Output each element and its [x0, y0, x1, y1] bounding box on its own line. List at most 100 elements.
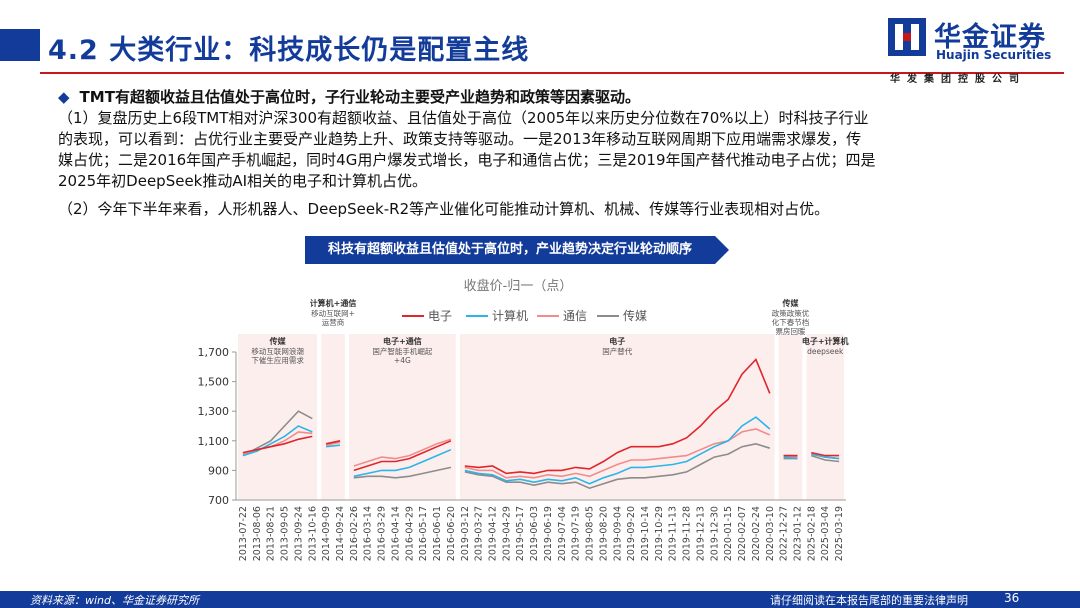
period-desc-2-1: +4G — [394, 356, 411, 365]
summary-paragraph-1-line-3: 媒占优；二是2016年国产手机崛起，同时4G用户爆发式增长，电子和通信占优；三是… — [58, 151, 876, 169]
x-tick-label: 2019-03-27 — [474, 506, 485, 561]
logo-english-name: Huajin Securities — [936, 48, 1052, 62]
x-tick-label: 2019-05-17 — [515, 506, 526, 561]
period-desc-4-1: 化下春节档 — [772, 317, 810, 327]
y-tick-label: 700 — [208, 494, 229, 507]
period-shade-3 — [459, 334, 775, 500]
x-tick-label: 2019-09-04 — [612, 506, 623, 561]
period-desc-1-0: 移动互联网+ — [311, 308, 355, 318]
x-tick-label: 2022-12-27 — [779, 506, 790, 561]
x-tick-label: 2019-11-28 — [682, 506, 693, 561]
period-title-3: 电子 — [609, 336, 625, 346]
period-shade-2 — [348, 334, 456, 500]
x-tick-label: 2019-07-19 — [571, 506, 582, 561]
x-tick-label: 2016-04-14 — [390, 506, 401, 561]
x-tick-label: 2020-03-10 — [765, 506, 776, 561]
series-line-2 — [242, 428, 840, 479]
chart-title: 收盘价-归一（点） — [464, 278, 573, 294]
period-desc-0-0: 移动互联网浪潮 — [251, 346, 304, 356]
x-tick-label: 2016-05-17 — [418, 506, 429, 561]
company-logo: 华金证券 Huajin Securities 华发集团控股公司 — [888, 18, 1066, 85]
x-tick-label: 2019-08-05 — [585, 506, 596, 561]
x-tick-label: 2019-10-14 — [640, 506, 651, 561]
period-desc-0-1: 下催生应用需求 — [251, 355, 304, 365]
x-tick-label: 2019-08-20 — [598, 506, 609, 561]
period-shade-4 — [778, 334, 803, 500]
x-tick-label: 2019-07-04 — [557, 506, 568, 561]
x-tick-label: 2019-11-13 — [668, 506, 679, 561]
period-title-4: 传媒 — [782, 298, 800, 308]
x-tick-label: 2016-02-26 — [349, 506, 360, 561]
period-shade-0 — [238, 334, 318, 500]
period-title-5: 电子+计算机 — [802, 336, 849, 346]
period-shade-5 — [806, 334, 844, 500]
period-desc-5-0: deepseek — [807, 347, 844, 356]
x-tick-label: 2020-02-07 — [737, 506, 748, 561]
chart-banner: 科技有超额收益且估值处于高位时，产业趋势决定行业轮动顺序 — [305, 236, 731, 264]
period-desc-3-0: 国产替代 — [602, 346, 632, 356]
period-title-0: 传媒 — [269, 336, 287, 346]
period-desc-1-1: 运营商 — [322, 317, 345, 327]
logo-chinese-name: 华金证券 — [934, 22, 1046, 53]
legend-label-2: 通信 — [563, 309, 587, 323]
x-tick-label: 2016-06-01 — [432, 506, 443, 561]
y-tick-label: 1,100 — [198, 435, 230, 448]
page-title: 4.2 大类行业：科技成长仍是配置主线 — [48, 35, 530, 66]
x-tick-label: 2019-04-12 — [487, 506, 498, 561]
summary-paragraph-2: （2）今年下半年来看，人形机器人、DeepSeek-R2等产业催化可能推动计算机… — [58, 200, 830, 218]
x-tick-label: 2019-12-13 — [695, 506, 706, 561]
summary-paragraph-1-line-4: 2025年初DeepSeek推动AI相关的电子和计算机占优。 — [58, 172, 428, 190]
x-tick-label: 2016-03-14 — [363, 506, 374, 561]
summary-paragraph-1-line-1: （1）复盘历史上6段TMT相对沪深300有超额收益、且估值处于高位（2005年以… — [58, 109, 869, 127]
banner-arrow-shape — [305, 236, 729, 264]
x-tick-label: 2019-12-30 — [709, 506, 720, 561]
x-tick-label: 2020-02-24 — [751, 506, 762, 561]
x-tick-label: 2013-09-05 — [280, 506, 291, 561]
x-tick-label: 2019-04-29 — [501, 506, 512, 561]
huajin-logo-icon — [888, 18, 926, 56]
chart-series — [242, 357, 840, 490]
x-tick-label: 2019-06-19 — [543, 506, 554, 561]
period-shade-1 — [321, 334, 345, 500]
period-desc-2-0: 国产智能手机崛起 — [372, 346, 432, 356]
x-tick-label: 2019-09-20 — [626, 506, 637, 561]
x-tick-label: 2014-09-09 — [321, 506, 332, 561]
x-tick-label: 2020-01-15 — [723, 506, 734, 561]
x-tick-label: 2025-03-19 — [834, 506, 845, 561]
period-title-2: 电子+通信 — [383, 336, 422, 346]
x-tick-label: 2013-07-22 — [238, 506, 249, 561]
chart-legend: 电子 计算机 通信 传媒 — [402, 308, 647, 323]
summary-bullet-text: TMT有超额收益且估值处于高位时，子行业轮动主要受产业趋势和政策等因素驱动。 — [79, 88, 640, 106]
x-tick-label: 2014-09-24 — [335, 506, 346, 561]
x-tick-label: 2025-02-18 — [806, 506, 817, 561]
title-divider — [40, 72, 1064, 74]
series-line-1 — [242, 416, 840, 485]
x-tick-label: 2023-01-12 — [792, 506, 803, 561]
x-tick-label: 2016-04-29 — [404, 506, 415, 561]
banner-text: 科技有超额收益且估值处于高位时，产业趋势决定行业轮动顺序 — [327, 242, 692, 257]
footer-disclaimer: 请仔细阅读在本报告尾部的重要法律声明 — [770, 594, 968, 607]
x-tick-label: 2016-03-29 — [377, 506, 388, 561]
legend-label-0: 电子 — [428, 309, 452, 323]
summary-paragraph-1-line-2: 的表现，可以看到：占优行业主要受产业趋势上升、政策支持等驱动。一是2013年移动… — [58, 130, 862, 148]
footer-bar — [0, 591, 1080, 608]
series-line-0 — [242, 357, 840, 475]
period-desc-4-0: 政策政策优 — [772, 308, 810, 318]
y-tick-label: 900 — [208, 464, 229, 477]
legend-label-1: 计算机 — [492, 308, 528, 323]
title-accent-bar — [0, 29, 40, 61]
y-tick-label: 1,700 — [198, 346, 230, 359]
page-number: 36 — [1004, 591, 1020, 605]
x-tick-label: 2013-10-16 — [307, 506, 318, 561]
footer-source: 资料来源：wind、华金证券研究所 — [30, 594, 200, 607]
period-title-1: 计算机+通信 — [310, 298, 357, 308]
legend-label-3: 传媒 — [623, 308, 647, 323]
summary-bullet: ◆ TMT有超额收益且估值处于高位时，子行业轮动主要受产业趋势和政策等因素驱动。 — [58, 86, 640, 107]
logo-subtitle: 华发集团控股公司 — [890, 74, 1026, 85]
period-shading — [238, 334, 844, 500]
period-desc-4-2: 票房回暖 — [776, 326, 806, 336]
x-tick-label: 2013-08-06 — [252, 506, 263, 561]
